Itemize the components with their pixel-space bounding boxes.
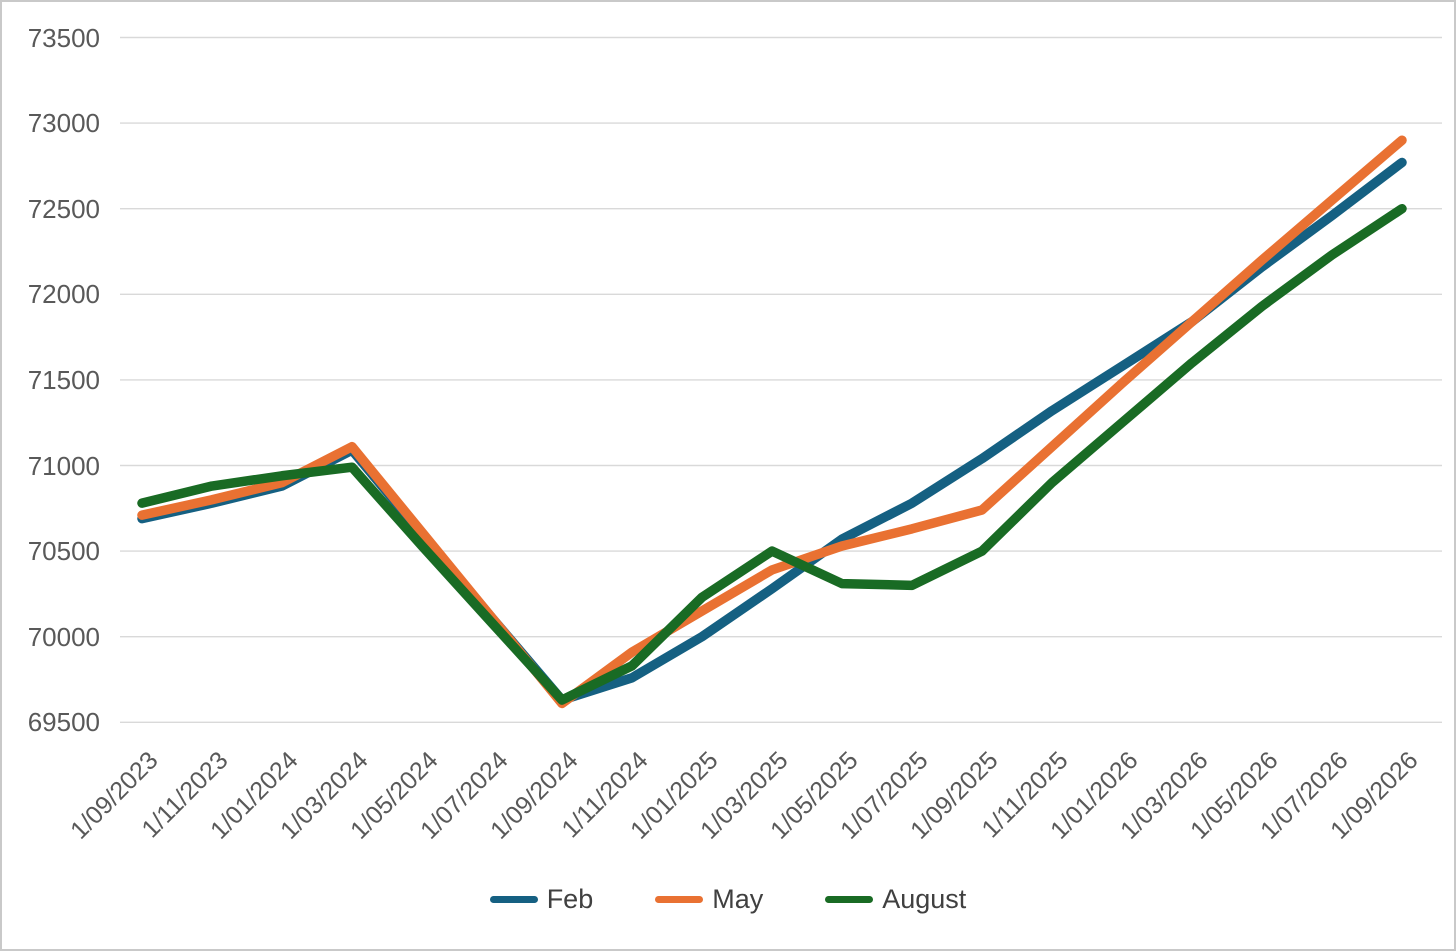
august-line-swatch [825,896,874,903]
y-axis-tick-label: 72000 [27,279,100,310]
legend-item-may: May [655,884,763,915]
y-axis-tick-label: 71000 [27,450,100,481]
series-line-may [137,135,1407,709]
legend-item-feb: Feb [489,884,594,915]
y-axis-tick-label: 73000 [27,108,100,139]
y-axis-tick-label: 70000 [27,621,100,652]
legend-item-august: August [825,884,966,915]
y-axis-tick-label: 72500 [27,193,100,224]
legend: Feb May August [2,884,1454,915]
legend-label-august: August [882,884,967,914]
y-axis-tick-label: 70500 [27,536,100,567]
series-line-feb [137,157,1407,705]
y-axis-tick-label: 71500 [27,364,100,395]
series-line-august [137,203,1407,705]
legend-label-may: May [712,884,764,914]
feb-line-swatch [489,896,538,903]
legend-label-feb: Feb [546,884,594,914]
y-axis-tick-label: 73500 [27,22,100,53]
y-axis-tick-label: 69500 [27,707,100,738]
may-line-swatch [655,896,704,903]
